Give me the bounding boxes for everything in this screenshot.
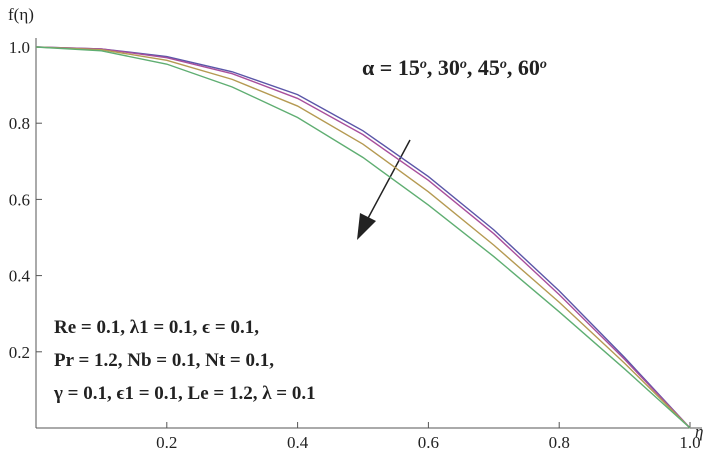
- arrow: [357, 139, 411, 240]
- x-tick-label: 0.6: [418, 433, 439, 452]
- annotation-superscript: o: [420, 57, 427, 72]
- parameter-line: Pr = 1.2, Nb = 0.1, Nt = 0.1,: [54, 350, 274, 371]
- annotation-superscript: o: [500, 57, 507, 72]
- y-tick-label: 1.0: [9, 38, 30, 57]
- annotation-part: , 45: [467, 55, 500, 80]
- curve: [35, 46, 691, 429]
- curve: [35, 46, 691, 429]
- parameter-line: Re = 0.1, λ1 = 0.1, ϵ = 0.1,: [54, 317, 259, 338]
- annotation-part: , 30: [427, 55, 460, 80]
- y-tick-label: 0.8: [9, 114, 30, 133]
- annotation: α = 15o, 30o, 45o, 60o: [362, 55, 547, 80]
- y-tick-label: 0.2: [9, 343, 30, 362]
- y-tick-label: 0.4: [9, 267, 31, 286]
- annotation-superscript: o: [540, 57, 547, 72]
- annotation-part: α = 15: [362, 55, 420, 80]
- x-axis-label: η: [695, 422, 703, 441]
- curve: [35, 46, 691, 429]
- annotation-part: , 60: [507, 55, 540, 80]
- x-tick-label: 1.0: [679, 433, 700, 452]
- y-tick-label: 0.6: [9, 190, 30, 209]
- parameter-line: γ = 0.1, ϵ1 = 0.1, Le = 1.2, λ = 0.1: [53, 383, 316, 404]
- parameters: Re = 0.1, λ1 = 0.1, ϵ = 0.1, Pr = 1.2, Nb…: [53, 317, 316, 404]
- y-axis-label: f(η): [8, 5, 34, 24]
- x-tick-label: 0.4: [287, 433, 309, 452]
- annotation-superscript: o: [460, 57, 467, 72]
- x-tick-label: 0.2: [156, 433, 177, 452]
- x-tick-label: 0.8: [549, 433, 570, 452]
- curve: [35, 46, 691, 429]
